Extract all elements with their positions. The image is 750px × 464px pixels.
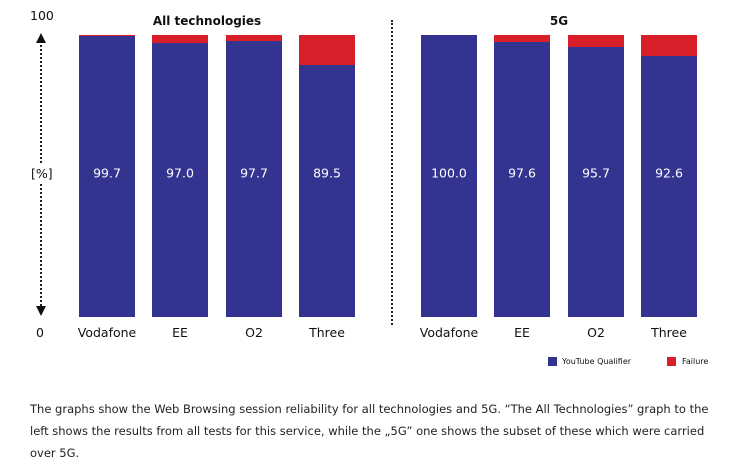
y-axis-label: [%] [31, 166, 53, 181]
bar-failure [226, 35, 282, 42]
category-label: O2 [587, 325, 605, 340]
bar-qualifier [299, 64, 355, 317]
data-label: 99.7 [93, 165, 121, 181]
bar-qualifier [641, 55, 697, 317]
y-axis-line-top [40, 45, 42, 163]
bar-qualifier [421, 35, 477, 317]
legend-label-qualifier: YouTube Qualifier [562, 357, 632, 366]
data-label: 97.6 [508, 165, 536, 181]
chart-title-all: All technologies [152, 14, 262, 28]
bar-qualifier [79, 35, 135, 317]
y-tick-0: 0 [36, 325, 44, 340]
bar-failure [299, 35, 355, 65]
category-label: Vodafone [419, 325, 479, 340]
category-label: Three [651, 325, 687, 340]
bar-failure [568, 35, 624, 48]
bar-qualifier [568, 47, 624, 317]
arrow-down-icon [36, 306, 46, 316]
data-label: 97.7 [240, 165, 268, 181]
bar-qualifier [152, 43, 208, 317]
data-label: 95.7 [582, 165, 610, 181]
category-label: O2 [245, 325, 263, 340]
category-label: Three [309, 325, 345, 340]
legend-label-failure: Failure [682, 357, 709, 366]
data-label: 97.0 [166, 165, 194, 181]
category-label: EE [514, 325, 530, 340]
bar-failure [641, 35, 697, 56]
chart-title-5g: 5G [549, 14, 569, 28]
y-tick-100: 100 [30, 8, 54, 23]
chart-divider [391, 20, 393, 325]
caption: The graphs show the Web Browsing session… [30, 402, 709, 460]
legend-swatch-failure [667, 357, 676, 366]
data-label: 92.6 [655, 165, 683, 181]
legend-swatch-qualifier [548, 357, 557, 366]
bar-failure [79, 35, 135, 36]
data-label: 100.0 [431, 165, 467, 181]
category-label: Vodafone [77, 325, 137, 340]
data-label: 89.5 [313, 165, 341, 181]
arrow-up-icon [36, 33, 46, 43]
bar-qualifier [226, 41, 282, 317]
bar-failure [152, 35, 208, 44]
bar-qualifier [494, 41, 550, 317]
bar-failure [494, 35, 550, 42]
category-label: EE [172, 325, 188, 340]
y-axis-line-bottom [40, 184, 42, 306]
